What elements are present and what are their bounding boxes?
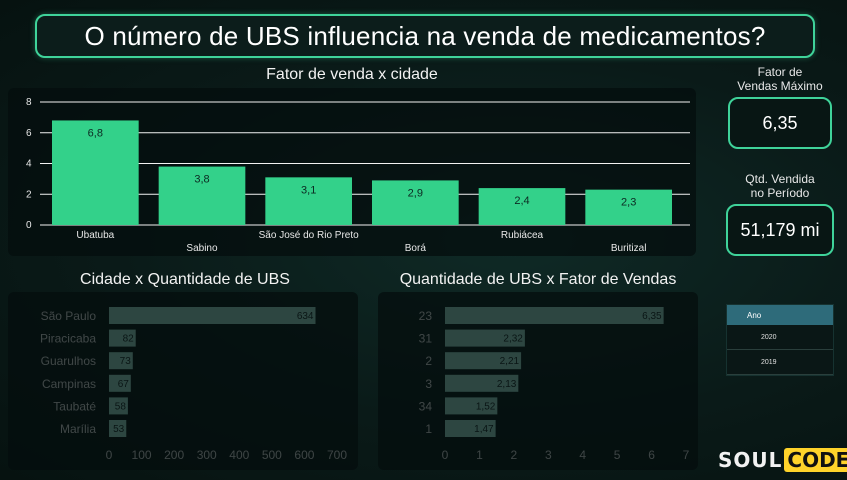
y-tick-label: 8: [26, 97, 32, 108]
bar: [265, 177, 352, 225]
kpi-qty-sold-value: 51,179 mi: [740, 219, 820, 240]
kpi-qty-sold-label-line1: Qtd. Vendida: [745, 172, 815, 186]
y-tick-label: 2: [26, 189, 32, 200]
bar: [478, 188, 566, 225]
kpi-max-factor-label-line2: Vendas Máximo: [737, 79, 823, 93]
bar: [372, 180, 459, 225]
bar: [52, 120, 139, 225]
ubs-vs-factor-chart-panel: [378, 292, 698, 470]
ubs-per-city-chart-title: Cidade x Quantidade de UBS: [80, 271, 290, 288]
year-slicer-option-2019[interactable]: 2019: [727, 350, 833, 375]
data-label: 3,1: [301, 184, 316, 196]
sales-factor-chart-title: Fator de venda x cidade: [266, 66, 438, 83]
kpi-max-factor-value: 6,35: [762, 112, 798, 133]
y-tick-label: 4: [26, 159, 32, 170]
ubs-per-city-chart-panel: [8, 292, 358, 470]
kpi-qty-sold-label-line2: no Período: [750, 186, 810, 200]
year-slicer-option-2020[interactable]: 2020: [727, 325, 833, 350]
kpi-max-factor-label: Fator de Vendas Máximo: [728, 65, 832, 93]
bar: [585, 189, 672, 225]
category-label: Buritizal: [611, 243, 647, 254]
data-label: 2,4: [514, 195, 529, 207]
category-label: Rubiácea: [501, 230, 544, 241]
category-label: São José do Rio Preto: [259, 230, 359, 241]
kpi-qty-sold-card[interactable]: 51,179 mi: [726, 204, 834, 256]
y-tick-label: 0: [26, 220, 32, 231]
data-label: 3,8: [194, 174, 209, 186]
data-label: 6,8: [88, 127, 103, 139]
category-label: Sabino: [186, 243, 218, 254]
data-label: 2,3: [621, 197, 636, 209]
y-tick-label: 6: [26, 128, 32, 139]
data-label: 2,9: [408, 187, 423, 199]
soulcode-logo: SOUL CODE: [718, 448, 847, 472]
kpi-max-factor-card[interactable]: 6,35: [728, 97, 832, 149]
bar: [158, 166, 246, 225]
page-title: O número de UBS influencia na venda de m…: [35, 14, 815, 58]
logo-text-soul: SOUL: [718, 448, 783, 472]
kpi-qty-sold-label: Qtd. Vendida no Período: [728, 172, 832, 200]
kpi-max-factor-label-line1: Fator de: [757, 65, 803, 79]
category-label: Ubatuba: [76, 230, 114, 241]
category-label: Borá: [405, 243, 427, 254]
ubs-vs-factor-chart-title: Quantidade de UBS x Fator de Vendas: [399, 271, 677, 288]
year-slicer[interactable]: Ano 2020 2019: [726, 304, 834, 376]
year-slicer-header: Ano: [727, 305, 833, 325]
logo-text-code: CODE: [784, 448, 847, 472]
